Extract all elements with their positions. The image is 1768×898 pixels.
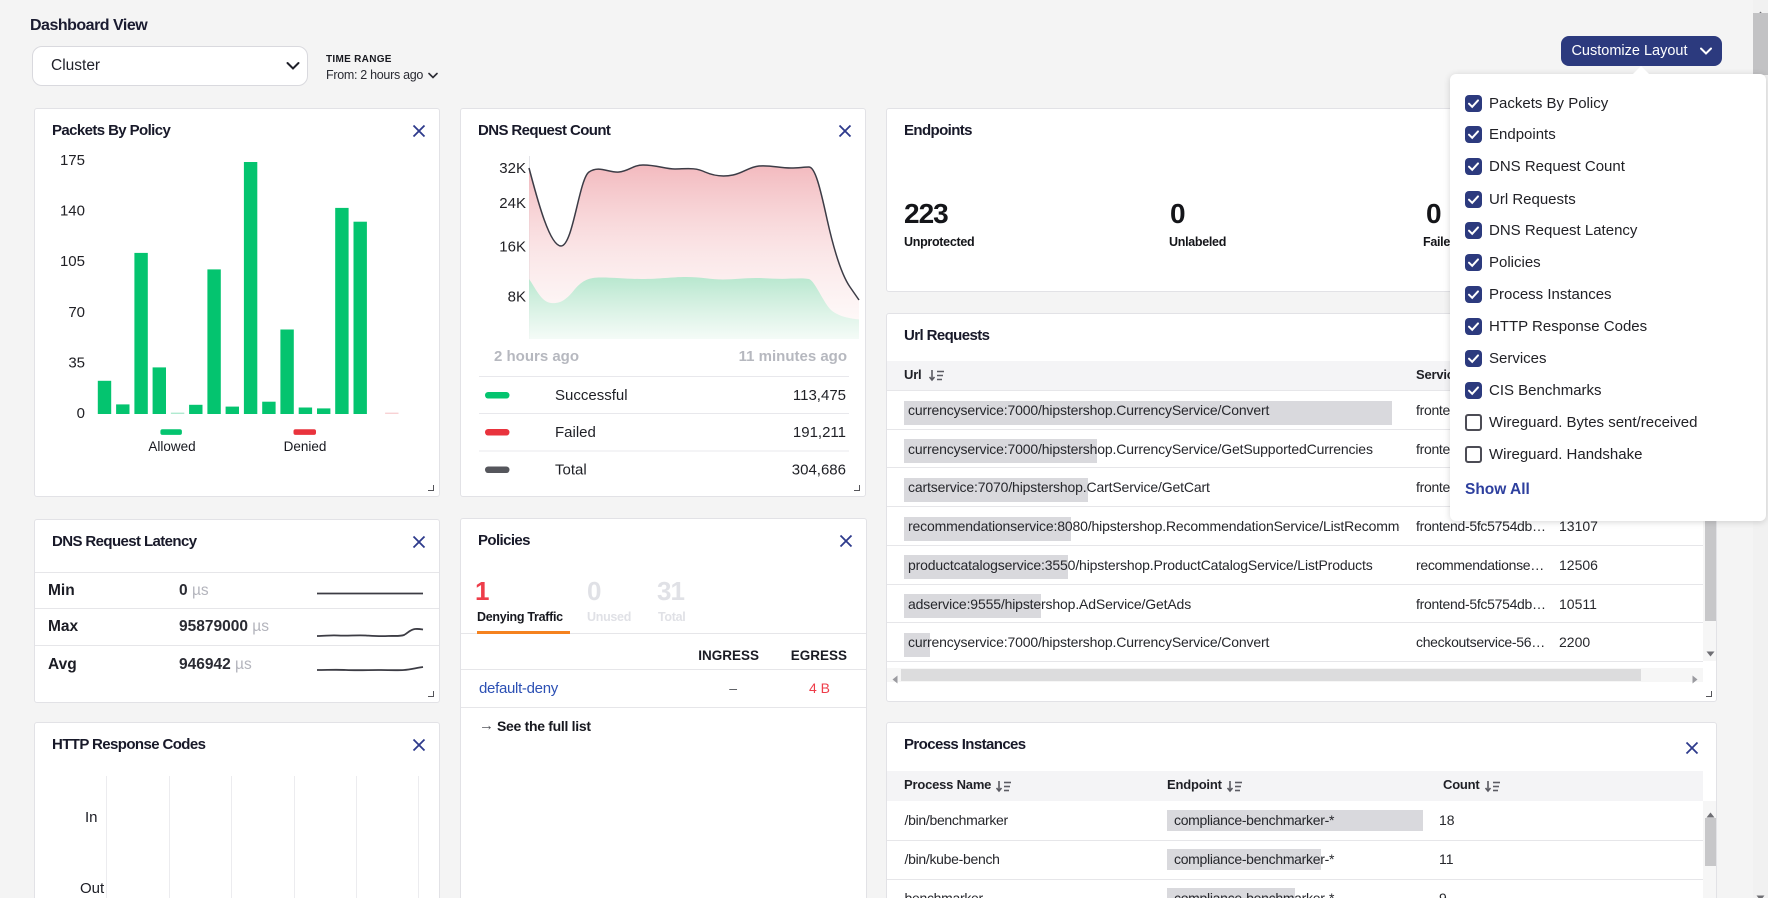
svg-text:Allowed: Allowed [148, 439, 195, 454]
svg-text:Total: Total [555, 462, 587, 479]
svg-text:304,686: 304,686 [792, 462, 846, 479]
svg-text:8K: 8K [508, 289, 526, 306]
svg-text:32K: 32K [499, 160, 526, 177]
svg-text:191,211: 191,211 [793, 424, 846, 441]
svg-text:11 minutes ago: 11 minutes ago [739, 348, 847, 365]
svg-text:70: 70 [68, 304, 85, 321]
svg-text:24K: 24K [499, 195, 526, 212]
svg-text:Successful: Successful [555, 387, 628, 404]
svg-text:16K: 16K [499, 239, 526, 256]
svg-text:140: 140 [60, 203, 85, 220]
svg-text:35: 35 [68, 354, 85, 371]
svg-text:0: 0 [77, 405, 85, 422]
svg-text:113,475: 113,475 [793, 387, 846, 404]
svg-text:Denied: Denied [284, 439, 327, 454]
svg-text:Failed: Failed [555, 424, 596, 441]
svg-text:175: 175 [60, 152, 85, 169]
svg-text:2 hours ago: 2 hours ago [494, 348, 579, 365]
svg-text:105: 105 [60, 253, 85, 270]
